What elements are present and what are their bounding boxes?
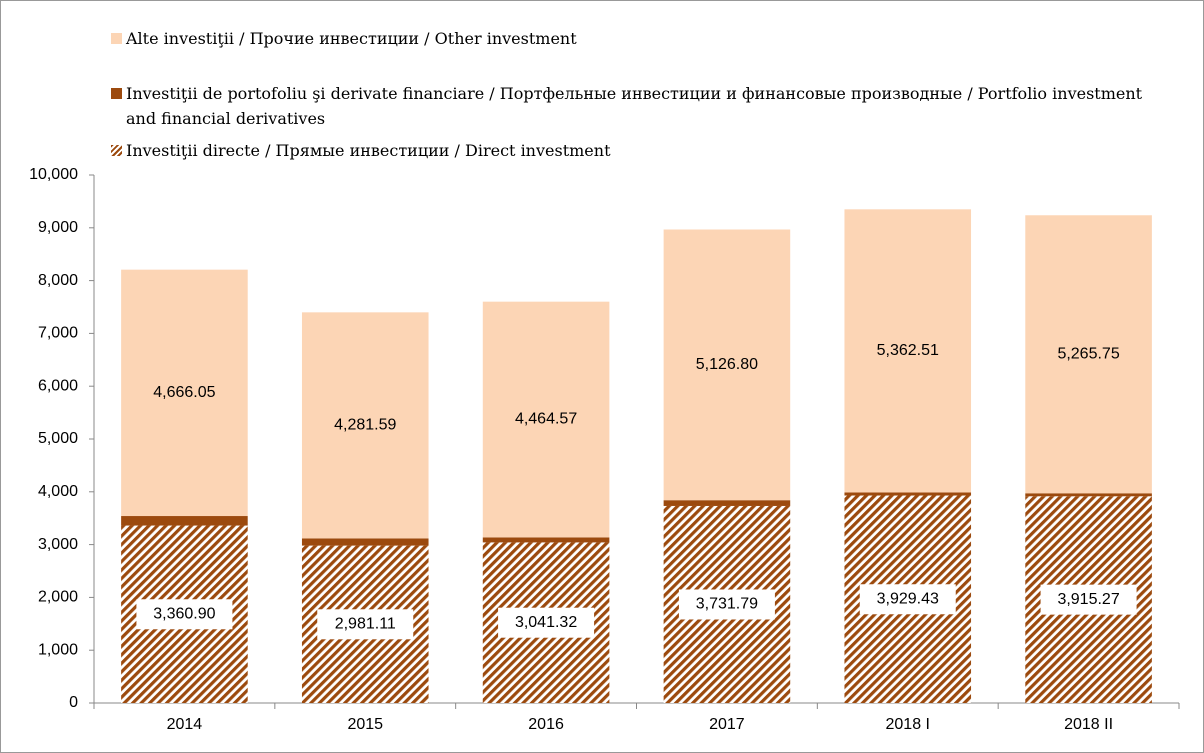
- value-label: 4,281.59: [334, 417, 396, 434]
- legend-swatch: [111, 145, 122, 156]
- bar-segment: [663, 229, 791, 501]
- value-label: 5,265.75: [1057, 345, 1119, 362]
- bar-segment: [482, 301, 610, 538]
- bar-segment: [482, 537, 610, 543]
- label-bg: [678, 589, 775, 620]
- label-bg: [498, 607, 595, 638]
- x-tick-label: 2018 II: [1064, 716, 1113, 733]
- legend-item: Investiţii directe / Прямые инвестиции /…: [111, 138, 611, 163]
- value-label: 2,981.11: [335, 616, 396, 633]
- y-tick-label: 7,000: [38, 325, 78, 342]
- legend-label: Investiţii directe / Прямые инвестиции /…: [126, 141, 611, 160]
- bar-segment: [1025, 493, 1152, 497]
- label-bg: [859, 584, 956, 615]
- legend-swatch: [111, 88, 122, 99]
- y-tick-label: 2,000: [38, 589, 78, 606]
- x-tick-label: 2018 I: [886, 716, 930, 733]
- bar-segment: [1025, 215, 1152, 494]
- x-tick-label: 2014: [167, 716, 203, 733]
- value-label: 5,126.80: [696, 356, 758, 373]
- bar-segment: [121, 269, 248, 517]
- value-label: 3,929.43: [877, 590, 939, 607]
- legend-item: Investiţii de portofoliu şi derivate fin…: [111, 81, 1156, 131]
- value-label: 4,666.05: [153, 384, 215, 401]
- y-tick-label: 1,000: [38, 641, 78, 658]
- y-tick-label: 0: [69, 694, 78, 711]
- value-label: 5,362.51: [877, 342, 939, 359]
- legend-label: Alte investiţii / Прочие инвестиции / Ot…: [126, 29, 577, 48]
- legend-label: Investiţii de portofoliu şi derivate fin…: [126, 84, 1143, 128]
- bar-segment: [844, 209, 972, 493]
- x-tick-label: 2017: [709, 716, 745, 733]
- legend-swatch: [111, 33, 122, 44]
- label-bg: [136, 599, 233, 630]
- x-tick-label: 2016: [528, 716, 564, 733]
- bar-segment: [301, 538, 429, 546]
- value-label: 3,041.32: [515, 614, 577, 631]
- bar-segment: [663, 500, 791, 506]
- bar-segment: [121, 516, 248, 526]
- y-tick-label: 10,000: [29, 166, 78, 183]
- value-label: 3,360.90: [153, 605, 215, 622]
- bar-segment: [844, 492, 972, 496]
- y-tick-label: 8,000: [38, 272, 78, 289]
- value-label: 3,915.27: [1057, 591, 1119, 608]
- y-tick-label: 5,000: [38, 430, 78, 447]
- value-label: 4,464.57: [515, 411, 577, 428]
- y-tick-label: 4,000: [38, 483, 78, 500]
- value-label: 3,731.79: [696, 596, 758, 613]
- label-bg: [1040, 584, 1137, 615]
- label-bg: [317, 609, 414, 640]
- y-tick-label: 6,000: [38, 377, 78, 394]
- bar-segment: [301, 312, 429, 539]
- y-tick-label: 3,000: [38, 536, 78, 553]
- y-tick-label: 9,000: [38, 219, 78, 236]
- x-tick-label: 2015: [347, 716, 383, 733]
- legend-item: Alte investiţii / Прочие инвестиции / Ot…: [111, 26, 577, 51]
